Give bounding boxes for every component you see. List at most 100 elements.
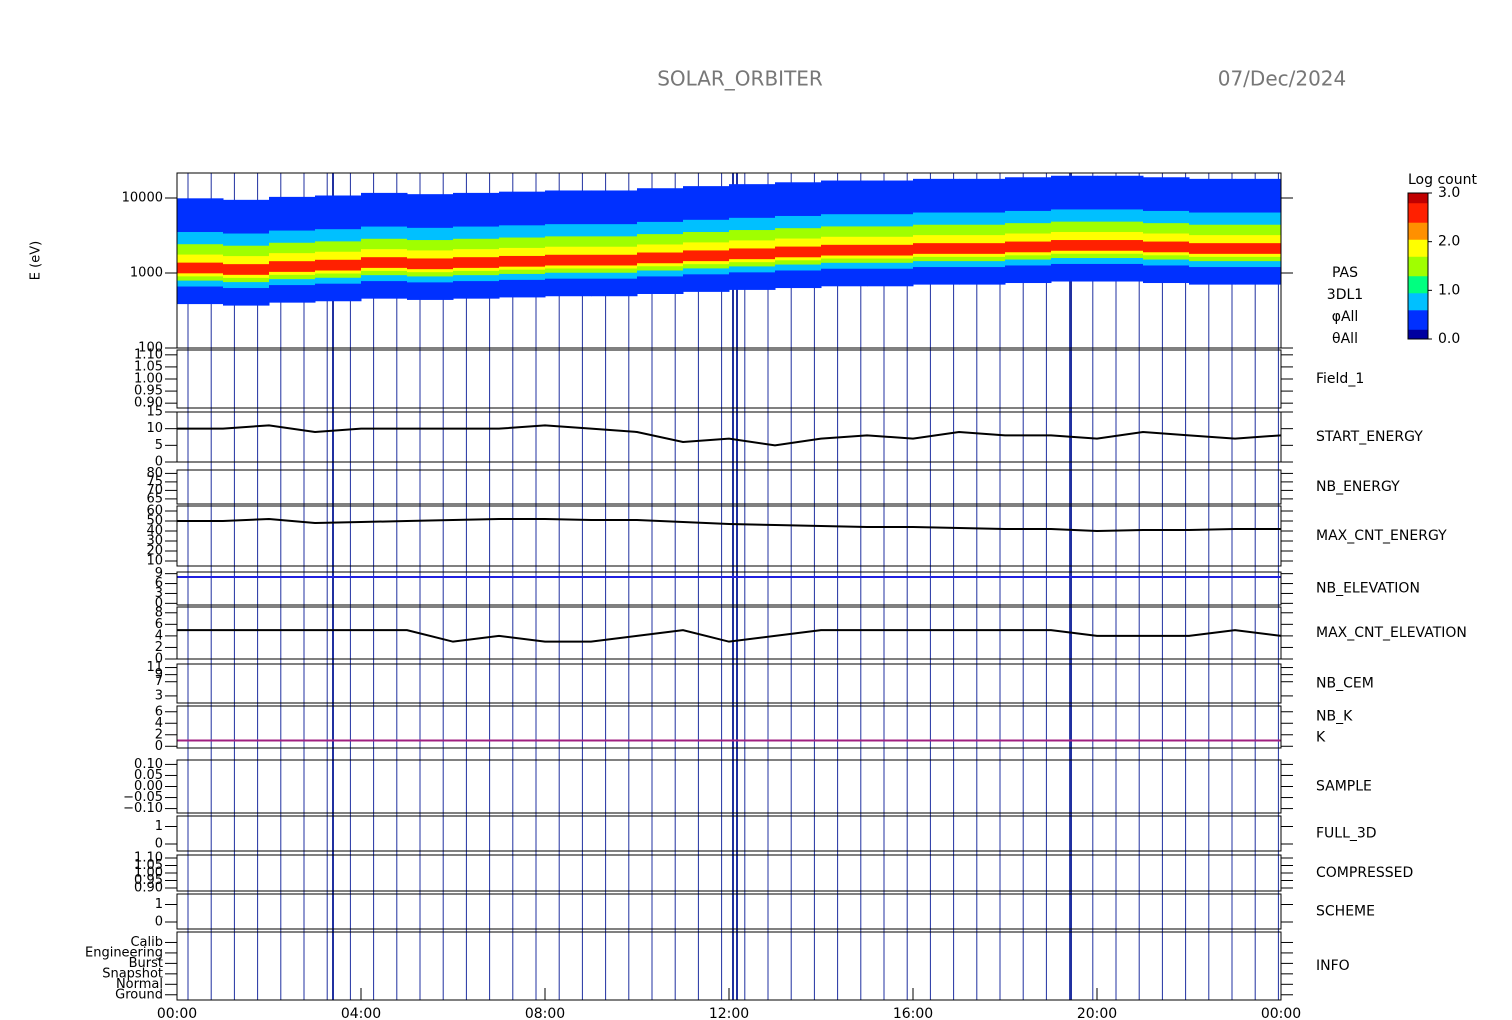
panel-frame <box>176 349 1282 409</box>
panel-frame <box>176 505 1282 567</box>
y-tick-label: 100 <box>138 341 163 356</box>
panel-label: NB_ENERGY <box>1316 479 1400 495</box>
panel-frame <box>176 815 1282 852</box>
spectrogram-cell <box>1051 240 1098 251</box>
colorbar-segment <box>1408 329 1428 333</box>
y-tick-label: 7 <box>155 674 163 689</box>
colorbar-segment <box>1408 275 1428 279</box>
colorbar-segment <box>1408 263 1428 267</box>
colorbar-segment <box>1408 326 1428 330</box>
y-tick-label: 1.05 <box>134 858 163 873</box>
colorbar-segment <box>1408 217 1428 221</box>
colorbar-segment <box>1408 239 1428 243</box>
x-tick-label: 12:00 <box>709 1006 749 1020</box>
y-tick-label: 1.00 <box>134 372 163 387</box>
x-tick-label: 00:00 <box>157 1006 197 1020</box>
panel-frame <box>176 469 1282 505</box>
y-tick-label: 0 <box>155 455 163 470</box>
y-axis-label: E (eV) <box>29 241 44 280</box>
panel-label: SAMPLE <box>1316 779 1372 795</box>
y-tick-label: 1.10 <box>134 347 163 362</box>
y-tick-label: Burst <box>129 956 163 971</box>
y-tick-label: 0.95 <box>134 384 163 399</box>
y-tick-label: 70 <box>146 483 163 498</box>
colorbar-segment <box>1408 309 1428 313</box>
colorbar-segment <box>1408 241 1428 245</box>
y-tick-label: 9 <box>155 566 163 581</box>
y-tick-label: 0 <box>155 652 163 667</box>
y-tick-label: 1.05 <box>134 359 163 374</box>
colorbar-segment <box>1408 307 1428 311</box>
spectrogram-cell <box>959 243 1006 254</box>
panel-label: φAll <box>1332 309 1359 325</box>
spectrogram-cell <box>269 261 316 272</box>
y-tick-label: 0 <box>155 596 163 611</box>
chart-title: SOLAR_ORBITER <box>657 67 823 91</box>
y-tick-label: 5 <box>155 438 163 453</box>
y-tick-label: 0.95 <box>134 873 163 888</box>
spectrogram-cell <box>1143 241 1190 253</box>
spectrogram-cell <box>683 250 730 262</box>
colorbar-segment <box>1408 205 1428 209</box>
colorbar-segment <box>1408 207 1428 211</box>
colorbar-segment <box>1408 219 1428 223</box>
spectrogram-cell <box>177 262 224 274</box>
y-tick-label: 0 <box>155 915 163 930</box>
colorbar-segment <box>1408 200 1428 204</box>
colorbar-segment <box>1408 212 1428 216</box>
spectrogram-cell <box>223 264 270 275</box>
line-series <box>177 517 1281 533</box>
colorbar-segment <box>1408 304 1428 308</box>
colorbar-segment <box>1408 295 1428 299</box>
colorbar-segment <box>1408 334 1428 338</box>
panel-frame <box>176 172 1282 349</box>
y-tick-label: 60 <box>146 504 163 519</box>
colorbar-segment <box>1408 287 1428 291</box>
line-series <box>177 424 1282 447</box>
spectrogram-cell <box>591 254 638 266</box>
panel-label: K <box>1316 730 1326 746</box>
spectrogram-cell <box>453 257 500 268</box>
colorbar-segment <box>1408 319 1428 323</box>
y-tick-label: 40 <box>146 524 163 539</box>
panel-frame <box>176 571 1282 606</box>
y-tick-label: 30 <box>146 534 163 549</box>
chart-date: 07/Dec/2024 <box>1218 67 1347 91</box>
spectrogram-cell <box>545 254 592 266</box>
colorbar-segment <box>1408 248 1428 252</box>
panel-label: FULL_3D <box>1316 826 1377 842</box>
y-tick-label: 11 <box>146 660 163 675</box>
colorbar-segment <box>1408 229 1428 233</box>
y-tick-label: 3 <box>155 688 163 703</box>
spectrogram-cell <box>499 255 546 267</box>
y-tick-label: 0.05 <box>134 768 163 783</box>
panel-frame <box>176 606 1282 660</box>
colorbar-segment <box>1408 222 1428 226</box>
colorbar-segment <box>1408 302 1428 306</box>
panel-label: PAS <box>1332 265 1358 281</box>
y-tick-label: 0.10 <box>134 757 163 772</box>
panel-label: 3DL1 <box>1327 287 1363 303</box>
spectrogram-cell <box>729 248 776 260</box>
colorbar-segment <box>1408 231 1428 235</box>
colorbar-segment <box>1408 214 1428 218</box>
colorbar-segment <box>1408 244 1428 248</box>
colorbar-segment <box>1408 324 1428 328</box>
colorbar-segment <box>1408 314 1428 318</box>
y-tick-label: 2 <box>155 727 163 742</box>
colorbar-segment <box>1408 278 1428 282</box>
y-tick-label: 0.90 <box>134 396 163 411</box>
colorbar-title: Log count <box>1408 172 1477 188</box>
colorbar-segment <box>1408 253 1428 257</box>
colorbar-segment <box>1408 234 1428 238</box>
y-tick-label: 0 <box>155 837 163 852</box>
panel-label: Field_1 <box>1316 371 1364 387</box>
colorbar-segment <box>1408 246 1428 250</box>
colorbar-tick-label: 0.0 <box>1438 331 1460 347</box>
x-tick-label: 20:00 <box>1077 1006 1117 1020</box>
y-tick-label: 1 <box>155 819 163 834</box>
panel-frame <box>176 854 1282 892</box>
y-tick-label: 20 <box>146 544 163 559</box>
colorbar-segment <box>1408 197 1428 201</box>
